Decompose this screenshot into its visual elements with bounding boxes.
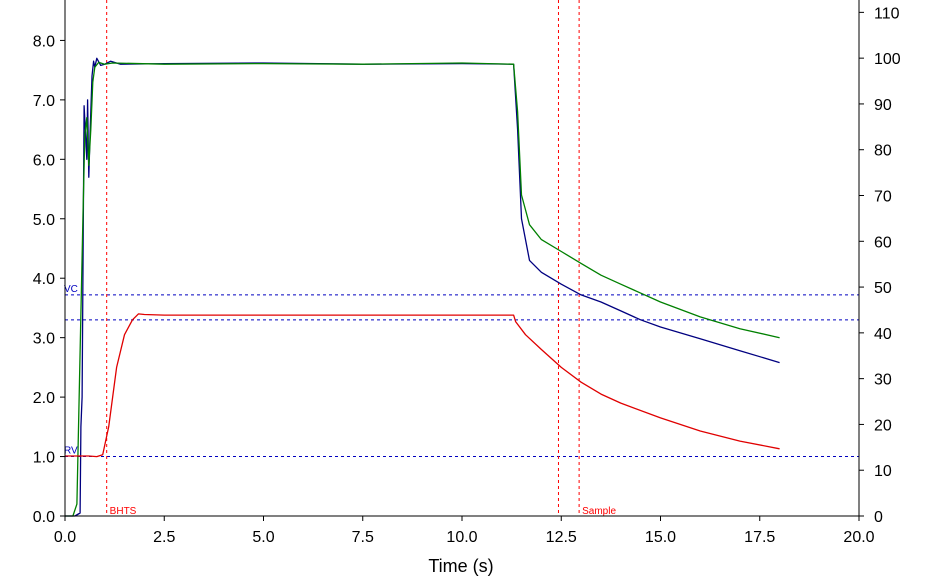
y-left-tick-label: 3.0 xyxy=(33,331,55,348)
y-left-tick-label: 4.0 xyxy=(33,271,55,288)
x-tick-label: 0.0 xyxy=(54,529,76,546)
y-left-tick-label: 5.0 xyxy=(33,212,55,229)
y-right-tick-label: 70 xyxy=(874,189,892,206)
x-tick-label: 15.0 xyxy=(645,529,676,546)
hline-label-rv: RV xyxy=(64,446,78,457)
x-tick-label: 7.5 xyxy=(352,529,374,546)
series-line-2 xyxy=(65,313,780,458)
x-tick-label: 17.5 xyxy=(744,529,775,546)
y-right-tick-label: 10 xyxy=(874,463,892,480)
y-right-tick-label: 80 xyxy=(874,143,892,160)
x-tick-label: 10.0 xyxy=(446,529,477,546)
y-left-tick-label: 8.0 xyxy=(33,33,55,50)
reference-lines: VC RV BHTS Sample xyxy=(64,0,859,517)
x-tick-label: 12.5 xyxy=(546,529,577,546)
y-left-tick-label: 0.0 xyxy=(33,509,55,526)
y-left-tick-label: 6.0 xyxy=(33,152,55,169)
y-right-tick-label: 30 xyxy=(874,372,892,389)
y-left-tick-label: 1.0 xyxy=(33,450,55,467)
y-right-tick-label: 50 xyxy=(874,280,892,297)
series-line-0 xyxy=(65,57,780,517)
y-right-tick-label: 20 xyxy=(874,417,892,434)
vline-label-sample: Sample xyxy=(582,506,616,517)
y-right-tick-label: 110 xyxy=(874,5,900,22)
x-tick-label: 2.5 xyxy=(153,529,175,546)
y-left-tick-label: 7.0 xyxy=(33,93,55,110)
y-right-tick-label: 40 xyxy=(874,326,892,343)
hline-label-vc: VC xyxy=(64,284,78,295)
series-line-1 xyxy=(65,61,780,517)
y-right-tick-label: 60 xyxy=(874,234,892,251)
y-right-tick-label: 100 xyxy=(874,51,901,68)
vline-label-bhts: BHTS xyxy=(110,506,137,517)
y-right-tick-label: 0 xyxy=(874,509,883,526)
series-group xyxy=(65,57,780,517)
x-tick-label: 5.0 xyxy=(252,529,274,546)
y-right-tick-label: 90 xyxy=(874,97,892,114)
axes: 0.0 2.5 5.0 7.5 10.0 12.5 15.0 17.5 20.0 0.0 1.0 2.… xyxy=(33,0,901,546)
x-tick-label: 20.0 xyxy=(843,529,874,546)
y-left-tick-label: 2.0 xyxy=(33,390,55,407)
x-axis-title: Time (s) xyxy=(428,556,493,576)
